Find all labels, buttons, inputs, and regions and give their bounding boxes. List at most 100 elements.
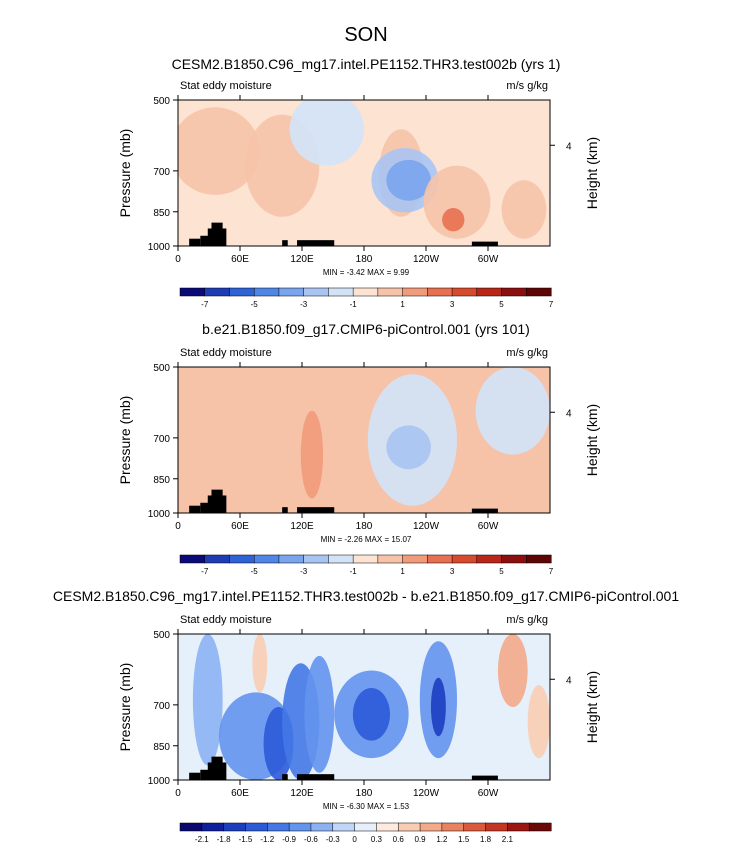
topography-mask: [189, 505, 201, 513]
contour-region: [289, 100, 364, 166]
y-tick-label: 1000: [148, 242, 171, 253]
colorbar-label: -5: [251, 567, 259, 576]
colorbar-label: 0.9: [414, 835, 426, 842]
x-tick-label: 0: [175, 788, 181, 799]
chart-panel-3: CESM2.B1850.C96_mg17.intel.PE1152.THR3.t…: [53, 588, 679, 842]
x-tick-label: 120W: [413, 788, 440, 799]
colorbar-box: [476, 287, 503, 297]
x-tick-label: 60E: [231, 254, 249, 265]
topography-mask: [218, 762, 227, 780]
x-tick-label: 180: [356, 521, 373, 532]
topography-mask: [189, 238, 201, 246]
y-axis-title: Pressure (mb): [117, 663, 133, 752]
y-axis-title: Pressure (mb): [117, 129, 133, 218]
colorbar-label: 3: [450, 300, 455, 309]
right-tick-label: 4: [566, 408, 572, 419]
colorbar-label: -7: [201, 567, 209, 576]
left-label: Stat eddy moisture: [180, 80, 272, 92]
contour-region: [497, 634, 528, 707]
right-label: m/s g/kg: [506, 614, 548, 626]
contour-region: [386, 425, 431, 470]
chart-panel-2: b.e21.B1850.f09_g17.CMIP6-piControl.001 …: [117, 321, 600, 576]
topography-mask: [211, 756, 223, 780]
colorbar-box: [179, 287, 206, 297]
colorbar-box: [419, 822, 443, 832]
x-tick-label: 120E: [290, 254, 314, 265]
colorbar-label: 0.3: [371, 835, 383, 842]
colorbar-box: [332, 822, 356, 832]
x-tick-label: 120W: [413, 254, 440, 265]
topography-mask: [200, 502, 212, 513]
colorbar-box: [179, 822, 203, 832]
colorbar-box: [229, 554, 255, 564]
colorbar-box: [451, 287, 478, 297]
colorbar-box: [427, 554, 453, 564]
colorbar-box: [402, 287, 428, 297]
y-tick-label: 1000: [148, 509, 171, 520]
colorbar-box: [328, 287, 354, 297]
colorbar-box: [352, 287, 379, 297]
colorbar-box: [303, 554, 329, 564]
topography-mask: [471, 241, 498, 246]
colorbar-box: [253, 554, 280, 564]
topography-mask: [211, 222, 223, 246]
colorbar-label: -0.6: [304, 835, 318, 842]
x-tick-label: 180: [356, 254, 373, 265]
y-axis-title-right: Height (km): [584, 137, 600, 209]
y-tick-label: 850: [153, 742, 170, 753]
panels: CESM2.B1850.C96_mg17.intel.PE1152.THR3.t…: [53, 56, 679, 842]
y-tick-label: 500: [153, 630, 170, 641]
colorbar-box: [441, 822, 465, 832]
contour-region: [252, 634, 268, 693]
colorbar-box: [278, 554, 305, 564]
colorbar-label: -0.3: [326, 835, 340, 842]
topography-mask: [282, 240, 288, 246]
topography-mask: [471, 775, 498, 780]
contour-region: [304, 655, 335, 773]
colorbar-box: [253, 287, 280, 297]
x-tick-label: 180: [356, 788, 373, 799]
y-tick-label: 1000: [148, 776, 171, 787]
colorbar-label: 0.6: [393, 835, 405, 842]
x-tick-label: 0: [175, 254, 181, 265]
stats-label: MIN = -3.42 MAX = 9.99: [323, 268, 410, 277]
right-label: m/s g/kg: [506, 80, 548, 92]
colorbar-box: [179, 554, 206, 564]
right-tick-label: 4: [566, 141, 572, 152]
contour-region: [430, 677, 446, 737]
colorbar-box: [245, 822, 268, 832]
colorbar-box: [201, 822, 225, 832]
colorbar-box: [451, 554, 478, 564]
x-tick-label: 60W: [478, 788, 499, 799]
x-tick-label: 120W: [413, 521, 440, 532]
left-label: Stat eddy moisture: [180, 614, 272, 626]
chart-panel-1: CESM2.B1850.C96_mg17.intel.PE1152.THR3.t…: [117, 56, 600, 309]
colorbar-box: [376, 822, 399, 832]
x-tick-label: 60W: [478, 254, 499, 265]
chart-title: b.e21.B1850.f09_g17.CMIP6-piControl.001 …: [202, 321, 530, 337]
contour-region: [423, 165, 491, 239]
y-tick-label: 500: [153, 96, 170, 107]
colorbar-box: [377, 287, 404, 297]
x-tick-label: 0: [175, 521, 181, 532]
colorbar-box: [328, 554, 354, 564]
x-tick-label: 60E: [231, 521, 249, 532]
colorbar-label: 1.8: [480, 835, 492, 842]
right-label: m/s g/kg: [506, 347, 548, 359]
colorbar-label: 1: [400, 567, 405, 576]
y-tick-label: 500: [153, 363, 170, 374]
y-tick-label: 850: [153, 475, 170, 486]
colorbar-label: -7: [201, 300, 209, 309]
colorbar-box: [397, 822, 421, 832]
colorbar-box: [402, 554, 428, 564]
colorbar-label: 7: [549, 567, 554, 576]
topography-mask: [282, 774, 288, 780]
right-tick-label: 4: [566, 675, 572, 686]
topography-mask: [211, 489, 223, 513]
colorbar-box: [476, 554, 503, 564]
y-axis-title-right: Height (km): [584, 404, 600, 476]
topography-mask: [297, 240, 335, 246]
colorbar-box: [229, 287, 255, 297]
stats-label: MIN = -2.26 MAX = 15.07: [321, 535, 412, 544]
